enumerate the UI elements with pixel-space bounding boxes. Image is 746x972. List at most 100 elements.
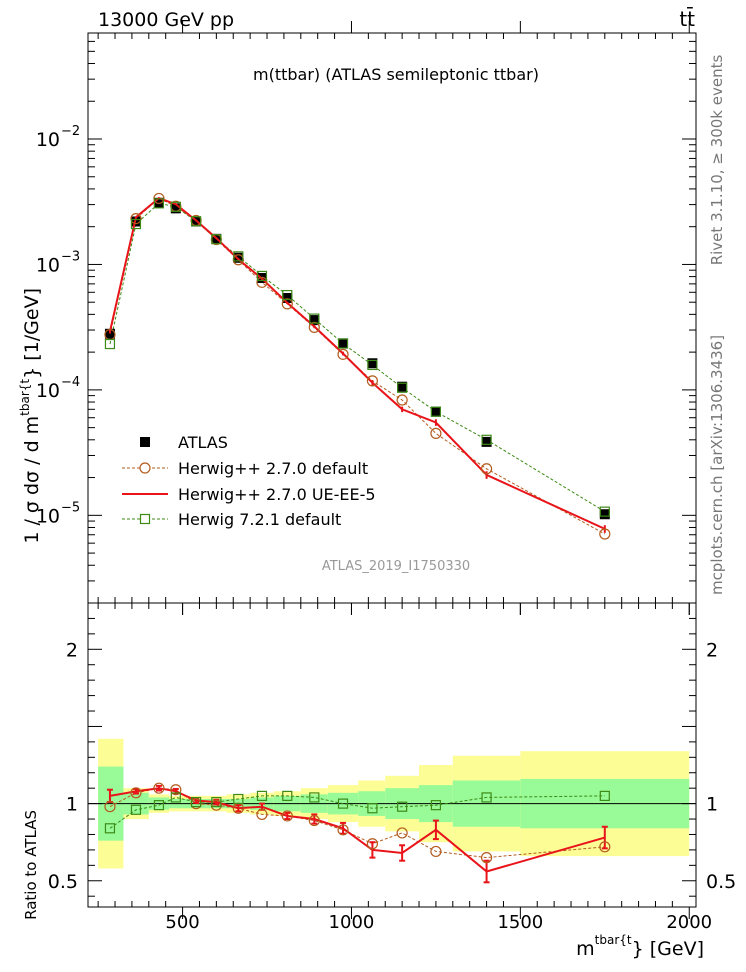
atlas-point: [309, 315, 320, 326]
legend-label: Herwig 7.2.1 default: [178, 510, 341, 529]
atlas-point: [599, 509, 610, 520]
ratio-tick-label: 0.5: [48, 871, 78, 893]
legend-label: Herwig++ 2.7.0 default: [178, 459, 368, 478]
herwig721-marker: [211, 234, 222, 245]
legend-herwig-default-marker: [139, 462, 151, 474]
y-tick-label: 10: [36, 505, 60, 527]
ratio-herwig-default-marker: [396, 827, 408, 839]
legend-label: Herwig++ 2.7.0 UE-EE-5: [178, 485, 376, 504]
x-axis-label-tail: } [GeV]: [632, 938, 704, 960]
y-axis-label-tail: } [1/GeV]: [21, 288, 43, 379]
ratio-herwig721-marker: [430, 800, 442, 811]
x-axis-label: mtbar{t} [GeV]: [576, 933, 704, 960]
x-tick-label: 500: [165, 912, 199, 933]
main-series: [104, 192, 611, 540]
atlas-point: [170, 203, 181, 214]
ratio-axis-label: Ratio to ATLAS: [22, 810, 40, 920]
herwig721-line: [109, 202, 606, 513]
ratio-herwig-default-marker: [430, 845, 442, 858]
herwig-default-marker: [430, 427, 442, 439]
ratio-tick-label-right: 2: [706, 639, 718, 661]
y-tick-exponent: −5: [61, 500, 80, 515]
analysis-id: ATLAS_2019_I1750330: [322, 559, 470, 574]
y-axis-label-main: 1 / σ dσ / d m: [21, 416, 43, 544]
atlas-point: [233, 252, 244, 263]
x-axis-label-main: m: [576, 938, 595, 960]
ratio-tick-label-right: 1: [706, 794, 718, 816]
ratio-herwig721-marker: [153, 800, 165, 811]
ratio-herwig-default-marker: [308, 814, 320, 827]
herwig721-marker: [256, 270, 268, 282]
ratio-herwig-default-marker: [599, 841, 611, 853]
ratio-herwig-default-marker: [153, 782, 165, 794]
y-tick-exponent: −3: [61, 249, 80, 264]
herwig721-marker: [233, 251, 244, 262]
herwig721-marker: [130, 218, 142, 230]
atlas-point: [367, 358, 378, 369]
ratio-herwig-default-marker: [281, 810, 293, 822]
ratio-herwig721-marker: [190, 796, 202, 808]
ratio-herwig721-marker: [397, 801, 408, 812]
atlas-point: [481, 436, 492, 447]
ratio-series: [104, 782, 611, 884]
herwig-default-line: [109, 197, 606, 535]
herwig721-marker: [153, 198, 165, 209]
herwig-default-marker: [256, 276, 268, 288]
herwig721-marker: [481, 434, 492, 445]
ratio-herwig721-marker: [337, 798, 349, 809]
atlas-point: [104, 328, 115, 339]
herwig-default-marker: [337, 348, 349, 360]
energy-label: 13000 GeV pp: [98, 9, 234, 31]
ratio-herwig721-marker: [104, 823, 116, 834]
ratio-herwig721-marker: [282, 790, 293, 801]
ratio-herwig-default-marker: [256, 808, 268, 821]
herwig721-marker: [599, 506, 610, 517]
plot-title: m(ttbar) (ATLAS semileptonic ttbar): [253, 65, 539, 84]
legend-herwig721-marker: [139, 513, 151, 525]
legend-atlas-marker: [140, 437, 150, 447]
y-tick-label: 10: [36, 129, 60, 151]
herwig721-marker: [309, 313, 320, 324]
rivet-label: Rivet 3.1.10, ≥ 300k events: [708, 55, 726, 266]
ratio-herwig721-marker: [256, 790, 268, 801]
atlas-point: [397, 381, 408, 392]
herwig-ueee5-line: [109, 196, 606, 530]
x-tick-label: 2000: [666, 912, 712, 933]
ratio-herwig721-marker: [211, 796, 222, 808]
herwig721-marker: [397, 382, 408, 393]
herwig721-marker: [430, 406, 442, 417]
legend-label: ATLAS: [178, 433, 228, 452]
atlas-point: [338, 338, 349, 349]
ratio-herwig721-marker: [309, 792, 320, 803]
ratio-herwig721-marker: [233, 793, 244, 805]
herwig721-marker: [367, 359, 378, 371]
ratio-tick-label: 2: [66, 639, 78, 661]
ratio-herwig-default-marker: [480, 852, 493, 864]
atlas-point: [430, 406, 441, 417]
ratio-tick-label: 1: [66, 794, 78, 816]
ratio-herwig-ueee5-line: [109, 787, 606, 873]
y-axis-label-sup: tbar{t: [18, 379, 32, 416]
x-axis-label-sup: tbar{t: [595, 933, 632, 947]
herwig721-marker: [170, 201, 181, 212]
ratio-tick-label-right: 0.5: [706, 871, 736, 893]
herwig-default-marker: [308, 321, 320, 333]
x-tick-label: 1500: [497, 912, 543, 933]
atlas-point: [282, 293, 293, 304]
herwig721-marker: [337, 338, 349, 349]
herwig721-marker: [190, 216, 202, 227]
ratio-herwig721-marker: [367, 803, 378, 814]
herwig-default-marker: [130, 212, 142, 225]
process-label: tt̄: [679, 6, 695, 31]
y-tick-label: 10: [36, 380, 60, 402]
herwig-default-marker: [480, 463, 493, 475]
ratio-herwig721-marker: [170, 792, 181, 803]
legend: ATLAS Herwig++ 2.7.0 default Herwig++ 2.7.…: [122, 433, 376, 529]
herwig-default-marker: [281, 298, 293, 310]
herwig-default-marker: [599, 528, 611, 540]
ratio-herwig-default-marker: [366, 838, 379, 850]
y-tick-exponent: −2: [61, 124, 80, 139]
y-tick-label: 10: [36, 254, 60, 276]
